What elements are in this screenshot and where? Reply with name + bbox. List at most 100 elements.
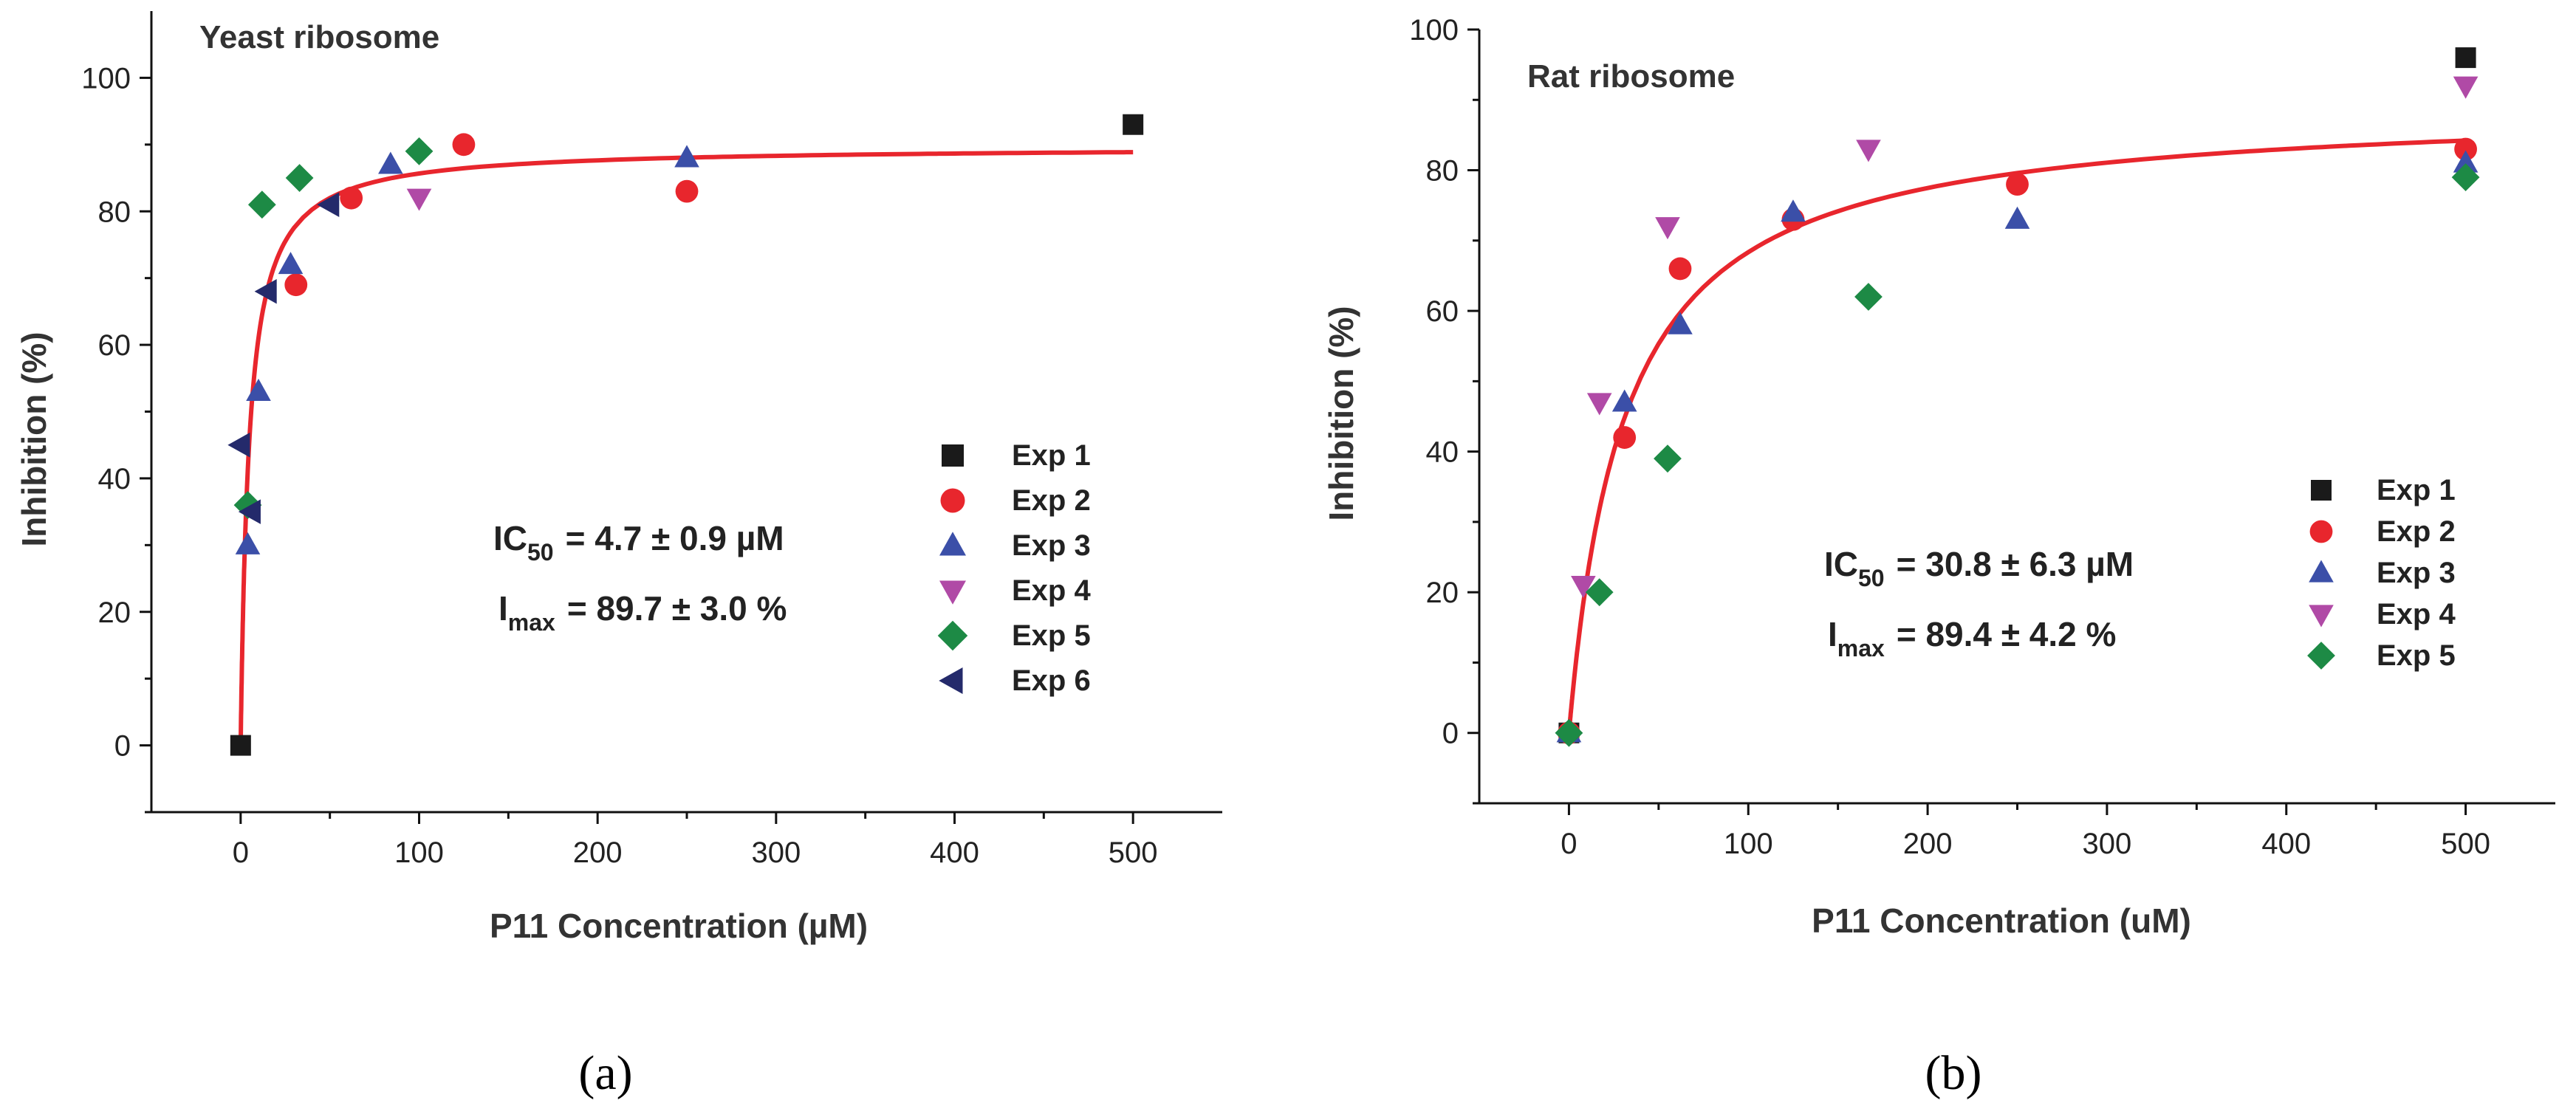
data-point-exp-3 [235,532,261,554]
legend-marker-exp-1 [942,444,964,467]
legend-label: Exp 2 [2377,515,2456,548]
x-tick-label: 500 [2441,828,2490,860]
legend-marker-exp-1 [2311,480,2332,501]
data-point-exp-5 [405,137,434,165]
chart-rat-ribosome: Rat ribosome P11 Concentration (uM) Inhi… [1322,14,2555,1100]
data-point-exp-2 [1668,257,1692,281]
x-tick-label: 200 [1903,828,1953,860]
x-tick-label: 0 [233,836,249,869]
y-axis-label: Inhibition (%) [1322,306,1360,521]
data-point-exp-2 [2454,137,2477,161]
data-point-exp-2 [284,273,308,297]
data-point-exp-3 [278,252,304,275]
x-tick-label: 100 [394,836,444,869]
x-tick-label: 0 [1561,828,1577,860]
legend-marker-exp-5 [937,620,968,651]
data-point-exp-5 [285,164,314,192]
legend-marker-exp-4 [939,580,966,605]
x-tick-label: 400 [930,836,979,869]
legend-label: Exp 1 [1012,439,1091,472]
x-tick-label: 500 [1109,836,1158,869]
y-tick-label: 100 [81,62,131,95]
data-point-exp-4 [406,188,432,211]
data-point-exp-1 [230,735,251,756]
data-point-exp-3 [1611,389,1637,412]
x-tick-label: 400 [2261,828,2311,860]
legend-label: Exp 5 [2377,639,2456,672]
data-point-exp-3 [2453,150,2479,173]
x-tick-label: 200 [573,836,623,869]
legend-marker-exp-2 [2309,520,2333,543]
y-tick-label: 40 [98,463,131,495]
chart-title: Yeast ribosome [199,19,439,55]
legend-label: Exp 1 [2377,474,2456,506]
data-point-exp-2 [452,133,476,157]
y-tick-label: 80 [98,196,131,228]
data-point-exp-3 [1668,312,1693,334]
x-tick-label: 100 [1724,828,1773,860]
x-axis-label: P11 Concentration (uM) [1812,901,2191,940]
legend-marker-exp-5 [2307,642,2335,670]
y-tick-label: 0 [114,730,131,763]
chart-yeast-ribosome: Yeast ribosome P11 Concentration (µM) In… [15,11,1222,1100]
data-point-exp-3 [378,151,403,174]
legend-label: Exp 6 [1012,664,1091,697]
data-point-exp-3 [674,145,699,168]
data-point-exp-5 [1585,578,1614,607]
data-point-exp-5 [1654,444,1682,473]
y-axis-label: Inhibition (%) [15,331,53,546]
data-point-exp-4 [1586,393,1612,416]
chart-title: Rat ribosome [1527,58,1735,95]
data-point-exp-6 [317,192,340,218]
data-point-exp-2 [1613,426,1637,449]
data-point-exp-6 [238,499,261,524]
data-point-exp-5 [1555,718,1583,747]
y-tick-label: 100 [1409,14,1459,47]
legend-label: Exp 2 [1012,484,1091,517]
legend-marker-exp-6 [939,667,963,694]
y-tick-label: 0 [1442,718,1459,750]
legend-marker-exp-3 [939,532,966,556]
data-point-exp-4 [1655,217,1680,240]
data-point-exp-1 [1123,114,1144,135]
x-axis-label: P11 Concentration (µM) [490,907,868,945]
x-tick-label: 300 [751,836,801,869]
data-point-exp-4 [1856,140,1881,162]
data-point-exp-5 [1854,283,1883,311]
legend-label: Exp 4 [1012,574,1091,607]
data-point-exp-1 [2455,47,2476,69]
data-point-exp-2 [675,179,699,203]
legend-label: Exp 3 [1012,529,1091,562]
y-tick-label: 20 [1426,577,1459,609]
data-point-exp-2 [2006,173,2029,196]
data-point-exp-4 [2453,76,2479,99]
y-tick-label: 80 [1426,155,1459,188]
data-point-exp-3 [1781,199,1806,222]
legend-marker-exp-3 [2309,560,2334,583]
data-point-exp-6 [227,432,250,458]
legend-label: Exp 3 [2377,557,2456,589]
legend-marker-exp-4 [2309,605,2334,628]
data-point-exp-6 [254,278,277,304]
legend-marker-exp-2 [940,488,965,513]
ic50-annotation: IC50 = 30.8 ± 6.3 µM [1824,545,2134,591]
panel-label: (a) [578,1046,632,1100]
imax-annotation: Imax = 89.4 ± 4.2 % [1828,615,2116,662]
ic50-annotation: IC50 = 4.7 ± 0.9 µM [493,519,784,566]
imax-annotation: Imax = 89.7 ± 3.0 % [499,589,787,636]
y-tick-label: 40 [1426,436,1459,469]
data-point-exp-3 [2004,206,2030,229]
data-point-exp-5 [2451,163,2480,191]
data-point-exp-5 [247,190,276,219]
panel-label: (b) [1925,1046,1982,1100]
fit-curve [1566,138,2466,733]
x-tick-label: 300 [2083,828,2132,860]
y-tick-label: 60 [1426,295,1459,328]
legend-label: Exp 4 [2377,598,2456,631]
data-point-exp-5 [233,491,262,519]
y-tick-label: 60 [98,329,131,362]
y-tick-label: 20 [98,597,131,629]
data-point-exp-3 [246,378,271,401]
data-point-exp-4 [1571,576,1596,599]
